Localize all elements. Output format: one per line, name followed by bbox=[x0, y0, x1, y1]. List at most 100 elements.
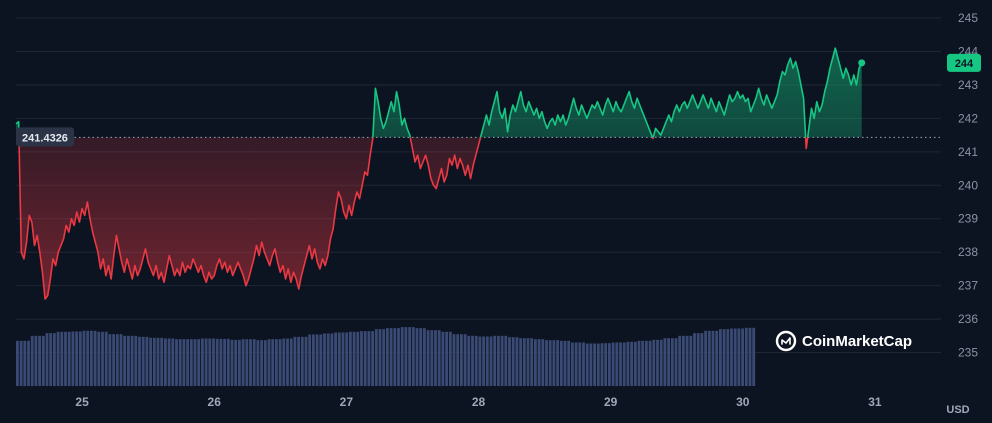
volume-bar bbox=[633, 341, 637, 386]
volume-bar bbox=[308, 334, 312, 386]
volume-bar bbox=[611, 342, 615, 386]
volume-bar bbox=[659, 339, 663, 386]
volume-bar bbox=[545, 340, 548, 386]
volume-bar bbox=[608, 343, 611, 386]
volume-bar bbox=[452, 334, 456, 386]
volume-bar bbox=[437, 330, 441, 386]
volume-bar bbox=[670, 338, 674, 386]
volume-bar bbox=[489, 336, 493, 386]
volume-bar bbox=[341, 332, 345, 386]
volume-bar bbox=[208, 338, 212, 386]
volume-bar bbox=[226, 338, 230, 386]
volume-bar bbox=[504, 335, 508, 386]
y-axis: 235 236 237 238 239 240 241 242 243 244 245 bbox=[958, 11, 978, 360]
volume-bar bbox=[315, 334, 319, 386]
volume-bars bbox=[16, 327, 756, 386]
volume-bar bbox=[741, 328, 744, 386]
volume-bar bbox=[286, 338, 289, 386]
volume-bar bbox=[167, 338, 171, 386]
volume-bar bbox=[478, 336, 482, 386]
volume-bar bbox=[23, 340, 27, 386]
volume-bar bbox=[19, 340, 23, 386]
volume-bar bbox=[249, 339, 252, 386]
volume-bar bbox=[404, 327, 408, 386]
volume-bar bbox=[197, 339, 201, 386]
volume-bar bbox=[367, 331, 371, 386]
volume-bar bbox=[260, 340, 263, 386]
volume-bar bbox=[204, 338, 208, 386]
last-price-label: 244 bbox=[955, 58, 974, 70]
volume-bar bbox=[215, 338, 219, 386]
volume-bar bbox=[337, 332, 341, 386]
volume-bar bbox=[567, 340, 571, 386]
volume-bar bbox=[282, 338, 286, 386]
volume-bar bbox=[349, 331, 352, 386]
volume-bar bbox=[652, 339, 656, 386]
volume-bar bbox=[241, 339, 245, 386]
volume-bar bbox=[71, 331, 75, 386]
volume-bar bbox=[707, 330, 711, 386]
volume-bar bbox=[737, 328, 741, 386]
volume-bar bbox=[56, 331, 60, 386]
volume-bar bbox=[108, 334, 112, 386]
volume-bar bbox=[263, 340, 267, 386]
volume-bar bbox=[219, 338, 223, 386]
volume-bar bbox=[656, 339, 659, 386]
volume-bar bbox=[93, 330, 97, 386]
volume-bar bbox=[522, 338, 526, 386]
volume-bar bbox=[16, 340, 19, 386]
volume-bar bbox=[160, 337, 164, 386]
volume-bar bbox=[238, 339, 241, 386]
last-price-dot bbox=[858, 59, 866, 67]
volume-bar bbox=[752, 327, 756, 386]
volume-bar bbox=[275, 339, 278, 386]
volume-bar bbox=[323, 333, 326, 386]
volume-bar bbox=[171, 338, 175, 386]
volume-bar bbox=[726, 329, 730, 386]
volume-bar bbox=[497, 335, 500, 386]
volume-bar bbox=[563, 340, 567, 386]
volume-bar bbox=[604, 343, 608, 386]
volume-bar bbox=[423, 328, 426, 386]
volume-bar bbox=[101, 331, 104, 386]
price-line-below-reference bbox=[18, 137, 809, 300]
volume-bar bbox=[90, 330, 93, 386]
x-tick-label: 28 bbox=[472, 395, 486, 409]
volume-bar bbox=[578, 342, 582, 386]
volume-bar bbox=[682, 335, 685, 386]
volume-bar bbox=[53, 333, 56, 386]
volume-bar bbox=[175, 339, 178, 386]
volume-bar bbox=[615, 342, 619, 386]
volume-bar bbox=[67, 331, 71, 386]
x-tick-label: 29 bbox=[604, 395, 618, 409]
volume-bar bbox=[467, 335, 471, 386]
volume-bar bbox=[178, 339, 182, 386]
volume-bar bbox=[648, 340, 652, 386]
volume-bar bbox=[515, 337, 519, 386]
volume-bar bbox=[45, 333, 49, 386]
volume-bar bbox=[730, 328, 733, 386]
volume-bar bbox=[593, 343, 596, 386]
volume-bar bbox=[330, 333, 334, 386]
volume-bar bbox=[356, 331, 360, 386]
volume-bar bbox=[704, 330, 707, 386]
x-tick-label: 31 bbox=[868, 395, 882, 409]
volume-bar bbox=[722, 329, 726, 386]
volume-bar bbox=[245, 339, 249, 386]
volume-bar bbox=[574, 342, 578, 386]
volume-bar bbox=[104, 331, 108, 386]
volume-bar bbox=[149, 337, 152, 386]
volume-bar bbox=[123, 335, 127, 386]
volume-bar bbox=[530, 338, 534, 386]
price-line-above-reference bbox=[15, 47, 863, 138]
volume-bar bbox=[630, 341, 633, 386]
volume-bar bbox=[386, 328, 389, 386]
volume-bar bbox=[500, 335, 504, 386]
volume-bar bbox=[415, 328, 419, 386]
volume-bar bbox=[408, 327, 411, 386]
volume-bar bbox=[130, 335, 134, 386]
volume-bar bbox=[389, 328, 393, 386]
volume-bar bbox=[297, 336, 300, 386]
volume-bar bbox=[60, 331, 64, 386]
